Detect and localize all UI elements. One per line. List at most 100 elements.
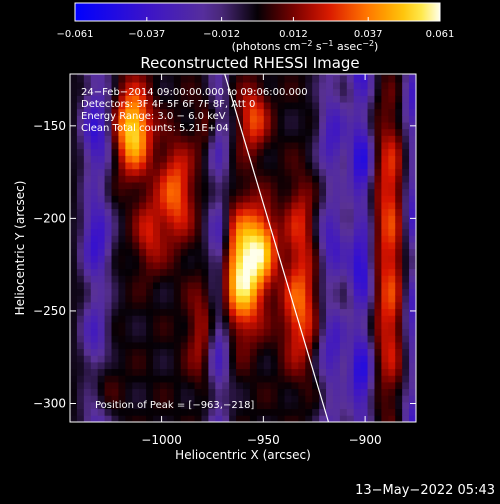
- heatmap-cell: [332, 262, 341, 270]
- heatmap-cell: [319, 162, 327, 170]
- heatmap-cell: [256, 322, 265, 330]
- heatmap-cell: [256, 308, 265, 316]
- heatmap-cell: [229, 382, 237, 390]
- heatmap-cell: [146, 335, 154, 343]
- heatmap-cell: [374, 162, 382, 170]
- heatmap-cell: [291, 335, 299, 343]
- heatmap-cell: [388, 262, 396, 270]
- colorbar: [74, 2, 441, 22]
- heatmap-cell: [395, 328, 403, 336]
- heatmap-cell: [388, 128, 396, 136]
- heatmap-cell: [298, 115, 306, 123]
- heatmap-cell: [291, 295, 299, 303]
- heatmap-cell: [70, 282, 78, 290]
- heatmap-cell: [118, 328, 126, 336]
- heatmap-cell: [229, 248, 237, 256]
- heatmap-cell: [243, 315, 251, 323]
- heatmap-cell: [339, 148, 348, 156]
- heatmap-cell: [312, 215, 320, 223]
- heatmap-cell: [339, 388, 348, 396]
- heatmap-cell: [291, 328, 299, 336]
- heatmap-cell: [367, 95, 375, 103]
- heatmap-cell: [153, 228, 161, 236]
- heatmap-cell: [166, 82, 175, 90]
- heatmap-cell: [173, 175, 182, 183]
- heatmap-cell: [388, 188, 396, 196]
- heatmap-cell: [236, 142, 244, 150]
- heatmap-cell: [187, 155, 195, 163]
- heatmap-cell: [90, 215, 99, 223]
- heatmap-cell: [90, 262, 99, 270]
- heatmap-cell: [270, 115, 278, 123]
- heatmap-cell: [395, 215, 403, 223]
- heatmap-cell: [256, 288, 265, 296]
- heatmap-cell: [409, 268, 416, 276]
- heatmap-cell: [367, 315, 375, 323]
- heatmap-cell: [153, 342, 161, 350]
- heatmap-cell: [277, 268, 285, 276]
- heatmap-cell: [263, 162, 272, 170]
- heatmap-cell: [222, 348, 230, 356]
- heatmap-cell: [159, 222, 168, 230]
- heatmap-cell: [125, 88, 133, 96]
- heatmap-cell: [236, 388, 244, 396]
- heatmap-cell: [326, 302, 334, 310]
- heatmap-cell: [146, 288, 154, 296]
- heatmap-cell: [187, 395, 195, 403]
- heatmap-cell: [402, 248, 410, 256]
- heatmap-cell: [187, 115, 195, 123]
- heatmap-cell: [132, 82, 140, 90]
- heatmap-cell: [353, 74, 362, 76]
- heatmap-cell: [222, 355, 230, 363]
- heatmap-cell: [346, 382, 355, 390]
- heatmap-cell: [90, 182, 99, 190]
- heatmap-cell: [70, 222, 78, 230]
- heatmap-cell: [395, 395, 403, 403]
- heatmap-cell: [83, 115, 92, 123]
- heatmap-cell: [236, 382, 244, 390]
- heatmap-cell: [97, 375, 105, 383]
- heatmap-cell: [173, 382, 182, 390]
- heatmap-cell: [215, 188, 223, 196]
- heatmap-cell: [291, 215, 299, 223]
- heatmap-cell: [284, 322, 292, 330]
- heatmap-cell: [305, 375, 313, 383]
- heatmap-cell: [208, 148, 216, 156]
- heatmap-cell: [76, 242, 85, 250]
- heatmap-cell: [312, 235, 320, 243]
- heatmap-cell: [270, 295, 278, 303]
- heatmap-cell: [326, 275, 334, 283]
- heatmap-cell: [222, 135, 230, 143]
- heatmap-cell: [291, 95, 299, 103]
- heatmap-cell: [194, 408, 202, 416]
- heatmap-cell: [339, 348, 348, 356]
- heatmap-cell: [326, 82, 334, 90]
- heatmap-cell: [305, 142, 313, 150]
- heatmap-cell: [305, 255, 313, 263]
- heatmap-cell: [70, 342, 78, 350]
- heatmap-cell: [166, 288, 175, 296]
- heatmap-cell: [402, 222, 410, 230]
- heatmap-cell: [360, 275, 368, 283]
- heatmap-cell: [277, 402, 285, 410]
- heatmap-cell: [353, 155, 362, 163]
- heatmap-cell: [305, 162, 313, 170]
- heatmap-cell: [132, 202, 140, 210]
- heatmap-cell: [173, 215, 182, 223]
- heatmap-cell: [180, 382, 189, 390]
- heatmap-cell: [312, 208, 320, 216]
- heatmap-cell: [111, 182, 119, 190]
- heatmap-cell: [229, 255, 237, 263]
- heatmap-cell: [346, 88, 355, 96]
- heatmap-cell: [146, 182, 154, 190]
- heatmap-cell: [346, 115, 355, 123]
- heatmap-cell: [187, 268, 195, 276]
- heatmap-cell: [180, 255, 189, 263]
- heatmap-cell: [291, 382, 299, 390]
- heatmap-cell: [83, 228, 92, 236]
- heatmap-cell: [332, 415, 341, 422]
- heatmap-cell: [353, 402, 362, 410]
- heatmap-cell: [270, 168, 278, 176]
- heatmap-cell: [236, 348, 244, 356]
- heatmap-cell: [187, 175, 195, 183]
